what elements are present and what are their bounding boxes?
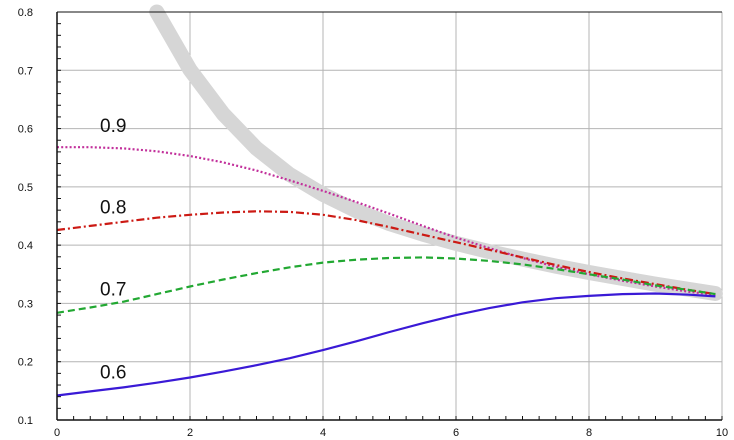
y-tick-label: 0.7 xyxy=(18,65,33,77)
x-tick-label: 4 xyxy=(320,427,326,439)
x-tick-label: 8 xyxy=(586,427,592,439)
x-tick-label: 6 xyxy=(453,427,459,439)
series-layer xyxy=(56,146,716,397)
y-tick-label: 0.8 xyxy=(18,7,33,19)
series-line-0-7 xyxy=(56,256,716,314)
curve-label: 0.8 xyxy=(100,198,126,219)
y-tick-label: 0.1 xyxy=(18,415,33,427)
y-tick-label: 0.5 xyxy=(18,182,33,194)
curve-label: 0.7 xyxy=(100,279,126,300)
envelope-curve xyxy=(149,4,723,301)
series-line-0-6 xyxy=(56,292,716,397)
x-tick-label: 0 xyxy=(54,427,60,439)
label-layer: 0.9 0.8 0.7 0.6 xyxy=(100,116,126,384)
curve-label: 0.6 xyxy=(100,363,126,384)
tick-layer: 0.1 0.2 0.3 0.4 0.5 0.6 0.7 0.8 0 2 4 6 8 10 xyxy=(18,7,728,439)
y-tick-label: 0.4 xyxy=(18,240,33,252)
y-tick-label: 0.6 xyxy=(18,124,33,136)
series-line-0-8 xyxy=(56,210,716,296)
y-tick-label: 0.3 xyxy=(18,298,33,310)
y-tick-label: 0.2 xyxy=(18,357,33,369)
series-line-0-9 xyxy=(57,146,716,296)
envelope-layer xyxy=(149,4,723,301)
x-tick-label: 10 xyxy=(716,427,728,439)
x-tick-label: 2 xyxy=(187,427,193,439)
axes-layer xyxy=(56,11,723,421)
curve-label: 0.9 xyxy=(100,116,126,137)
